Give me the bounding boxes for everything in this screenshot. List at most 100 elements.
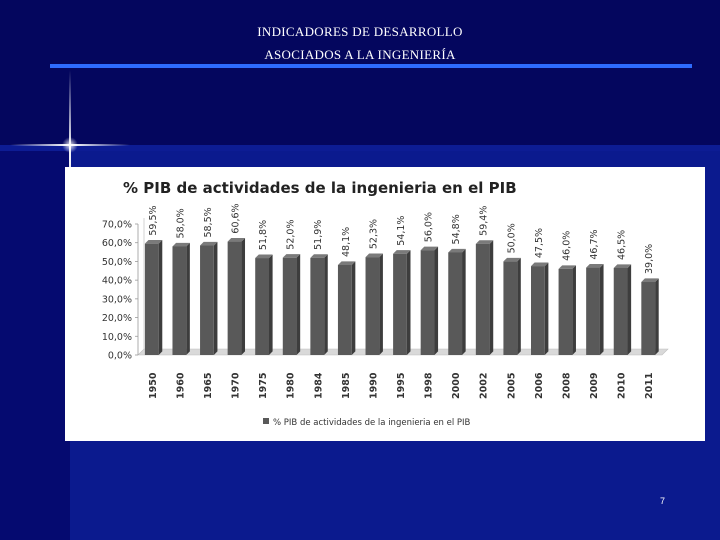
bar — [144, 243, 159, 355]
bar-top — [282, 254, 301, 258]
x-tick-label: 2005 — [506, 373, 517, 399]
bar-top — [172, 242, 190, 247]
bar-side — [269, 254, 273, 355]
value-label: 59,4% — [479, 206, 490, 236]
value-label: 51,9% — [313, 220, 324, 250]
bar-side — [406, 250, 411, 355]
x-tick-label: 2000 — [451, 372, 462, 399]
sparkle-vertical-decoration — [69, 70, 71, 240]
background-band — [0, 145, 720, 151]
bar-side — [296, 254, 301, 355]
bar-top — [255, 254, 273, 259]
bar-top — [337, 261, 356, 265]
bar-side — [351, 261, 356, 355]
bar — [475, 243, 490, 355]
bar-side — [462, 248, 466, 355]
x-axis-labels: 1950 1960 1965 1970 1975 1980 1984 1985 1990 1995… — [148, 372, 655, 399]
value-label: 50,0% — [506, 223, 517, 253]
bar-top — [503, 257, 521, 262]
page-number: 7 — [660, 496, 666, 506]
bar-side — [379, 253, 383, 355]
bar-side — [655, 278, 659, 355]
value-labels: 59,5% 58,0% 58,5% 60,6% 51,8% 52,0% 51,9% 48,1%… — [148, 203, 655, 274]
bar — [282, 257, 297, 355]
y-tick-label: 50,0% — [102, 257, 132, 268]
y-tick-label: 0,0% — [108, 351, 132, 362]
value-label: 60,6% — [231, 203, 242, 233]
bar-top — [227, 237, 246, 242]
y-axis-labels: 0,0% 10,0% 20,0% 30,0% 40,0% 50,0% 60,0% 70,0% — [102, 220, 132, 362]
y-tick-label: 40,0% — [102, 276, 132, 287]
value-label: 58,5% — [203, 207, 214, 237]
bar-top — [365, 253, 383, 258]
bar-side — [517, 257, 521, 355]
value-label: 39,0% — [644, 244, 655, 274]
x-tick-label: 1995 — [396, 373, 407, 399]
bar-top — [200, 241, 218, 246]
bar-side — [186, 242, 190, 355]
bar-top — [531, 262, 549, 267]
value-label: 46,5% — [617, 230, 628, 260]
chart-legend: % PIB de actividades de la ingenieria en… — [263, 418, 471, 428]
bar — [393, 253, 407, 355]
x-tick-label: 1965 — [203, 373, 214, 399]
x-tick-label: 1970 — [231, 372, 242, 399]
bar-side — [627, 264, 632, 355]
slide-title-line-1: INDICADORES DE DESARROLLO — [257, 24, 463, 39]
bar — [558, 268, 573, 355]
x-tick-label: 1975 — [258, 373, 269, 399]
bar — [420, 250, 435, 355]
value-label: 54,8% — [451, 214, 462, 244]
x-tick-label: 1980 — [286, 372, 297, 399]
y-tick-label: 70,0% — [102, 220, 132, 231]
x-tick-label: 1960 — [175, 372, 186, 399]
bar-top — [144, 240, 163, 244]
x-tick-label: 2008 — [561, 372, 572, 399]
bar — [365, 257, 380, 355]
bar-side — [489, 240, 494, 355]
x-tick-label: 1985 — [341, 373, 352, 399]
x-tick-label: 2010 — [617, 372, 628, 399]
bar-side — [158, 240, 163, 355]
bar — [531, 266, 545, 355]
x-tick-label: 2011 — [644, 373, 655, 399]
bar — [503, 261, 518, 355]
bar — [448, 252, 463, 355]
background-left-panel — [0, 150, 70, 540]
value-label: 52,0% — [286, 219, 297, 249]
bar — [200, 245, 214, 355]
x-tick-label: 1984 — [313, 372, 324, 399]
bar — [255, 258, 269, 355]
bar — [613, 267, 628, 355]
y-tick-label: 30,0% — [102, 294, 132, 305]
bar — [641, 282, 656, 355]
chart-bars — [144, 237, 659, 355]
value-label: 48,1% — [341, 227, 352, 257]
bar — [310, 257, 325, 355]
y-tick-label: 20,0% — [102, 313, 132, 324]
value-label: 54,1% — [396, 216, 407, 246]
x-tick-label: 1998 — [424, 372, 435, 399]
value-label: 46,7% — [589, 229, 600, 259]
x-tick-label: 2009 — [589, 373, 600, 399]
x-tick-label: 2006 — [534, 372, 545, 399]
bar-side — [544, 262, 549, 355]
bar-side — [599, 264, 604, 355]
bar-side — [213, 241, 218, 355]
bar-top — [641, 278, 659, 283]
chart-panel: % PIB de actividades de la ingenieria en… — [65, 167, 705, 441]
bar — [586, 267, 600, 355]
y-tick-label: 10,0% — [102, 332, 132, 343]
chart-title: % PIB de actividades de la ingenieria en… — [123, 179, 517, 197]
x-tick-label: 2002 — [479, 373, 490, 399]
slide-title-line-2: ASOCIADOS A LA INGENIERÍA — [264, 47, 456, 62]
value-label: 46,0% — [561, 231, 572, 261]
bar-side — [241, 237, 246, 355]
bar — [337, 264, 352, 355]
value-label: 59,5% — [148, 205, 159, 235]
bar-side — [572, 265, 576, 355]
bar-side — [324, 254, 328, 355]
x-tick-label: 1990 — [368, 372, 379, 399]
bar-top — [475, 240, 494, 244]
bar-chart: % PIB de actividades de la ingenieria en… — [102, 179, 669, 428]
